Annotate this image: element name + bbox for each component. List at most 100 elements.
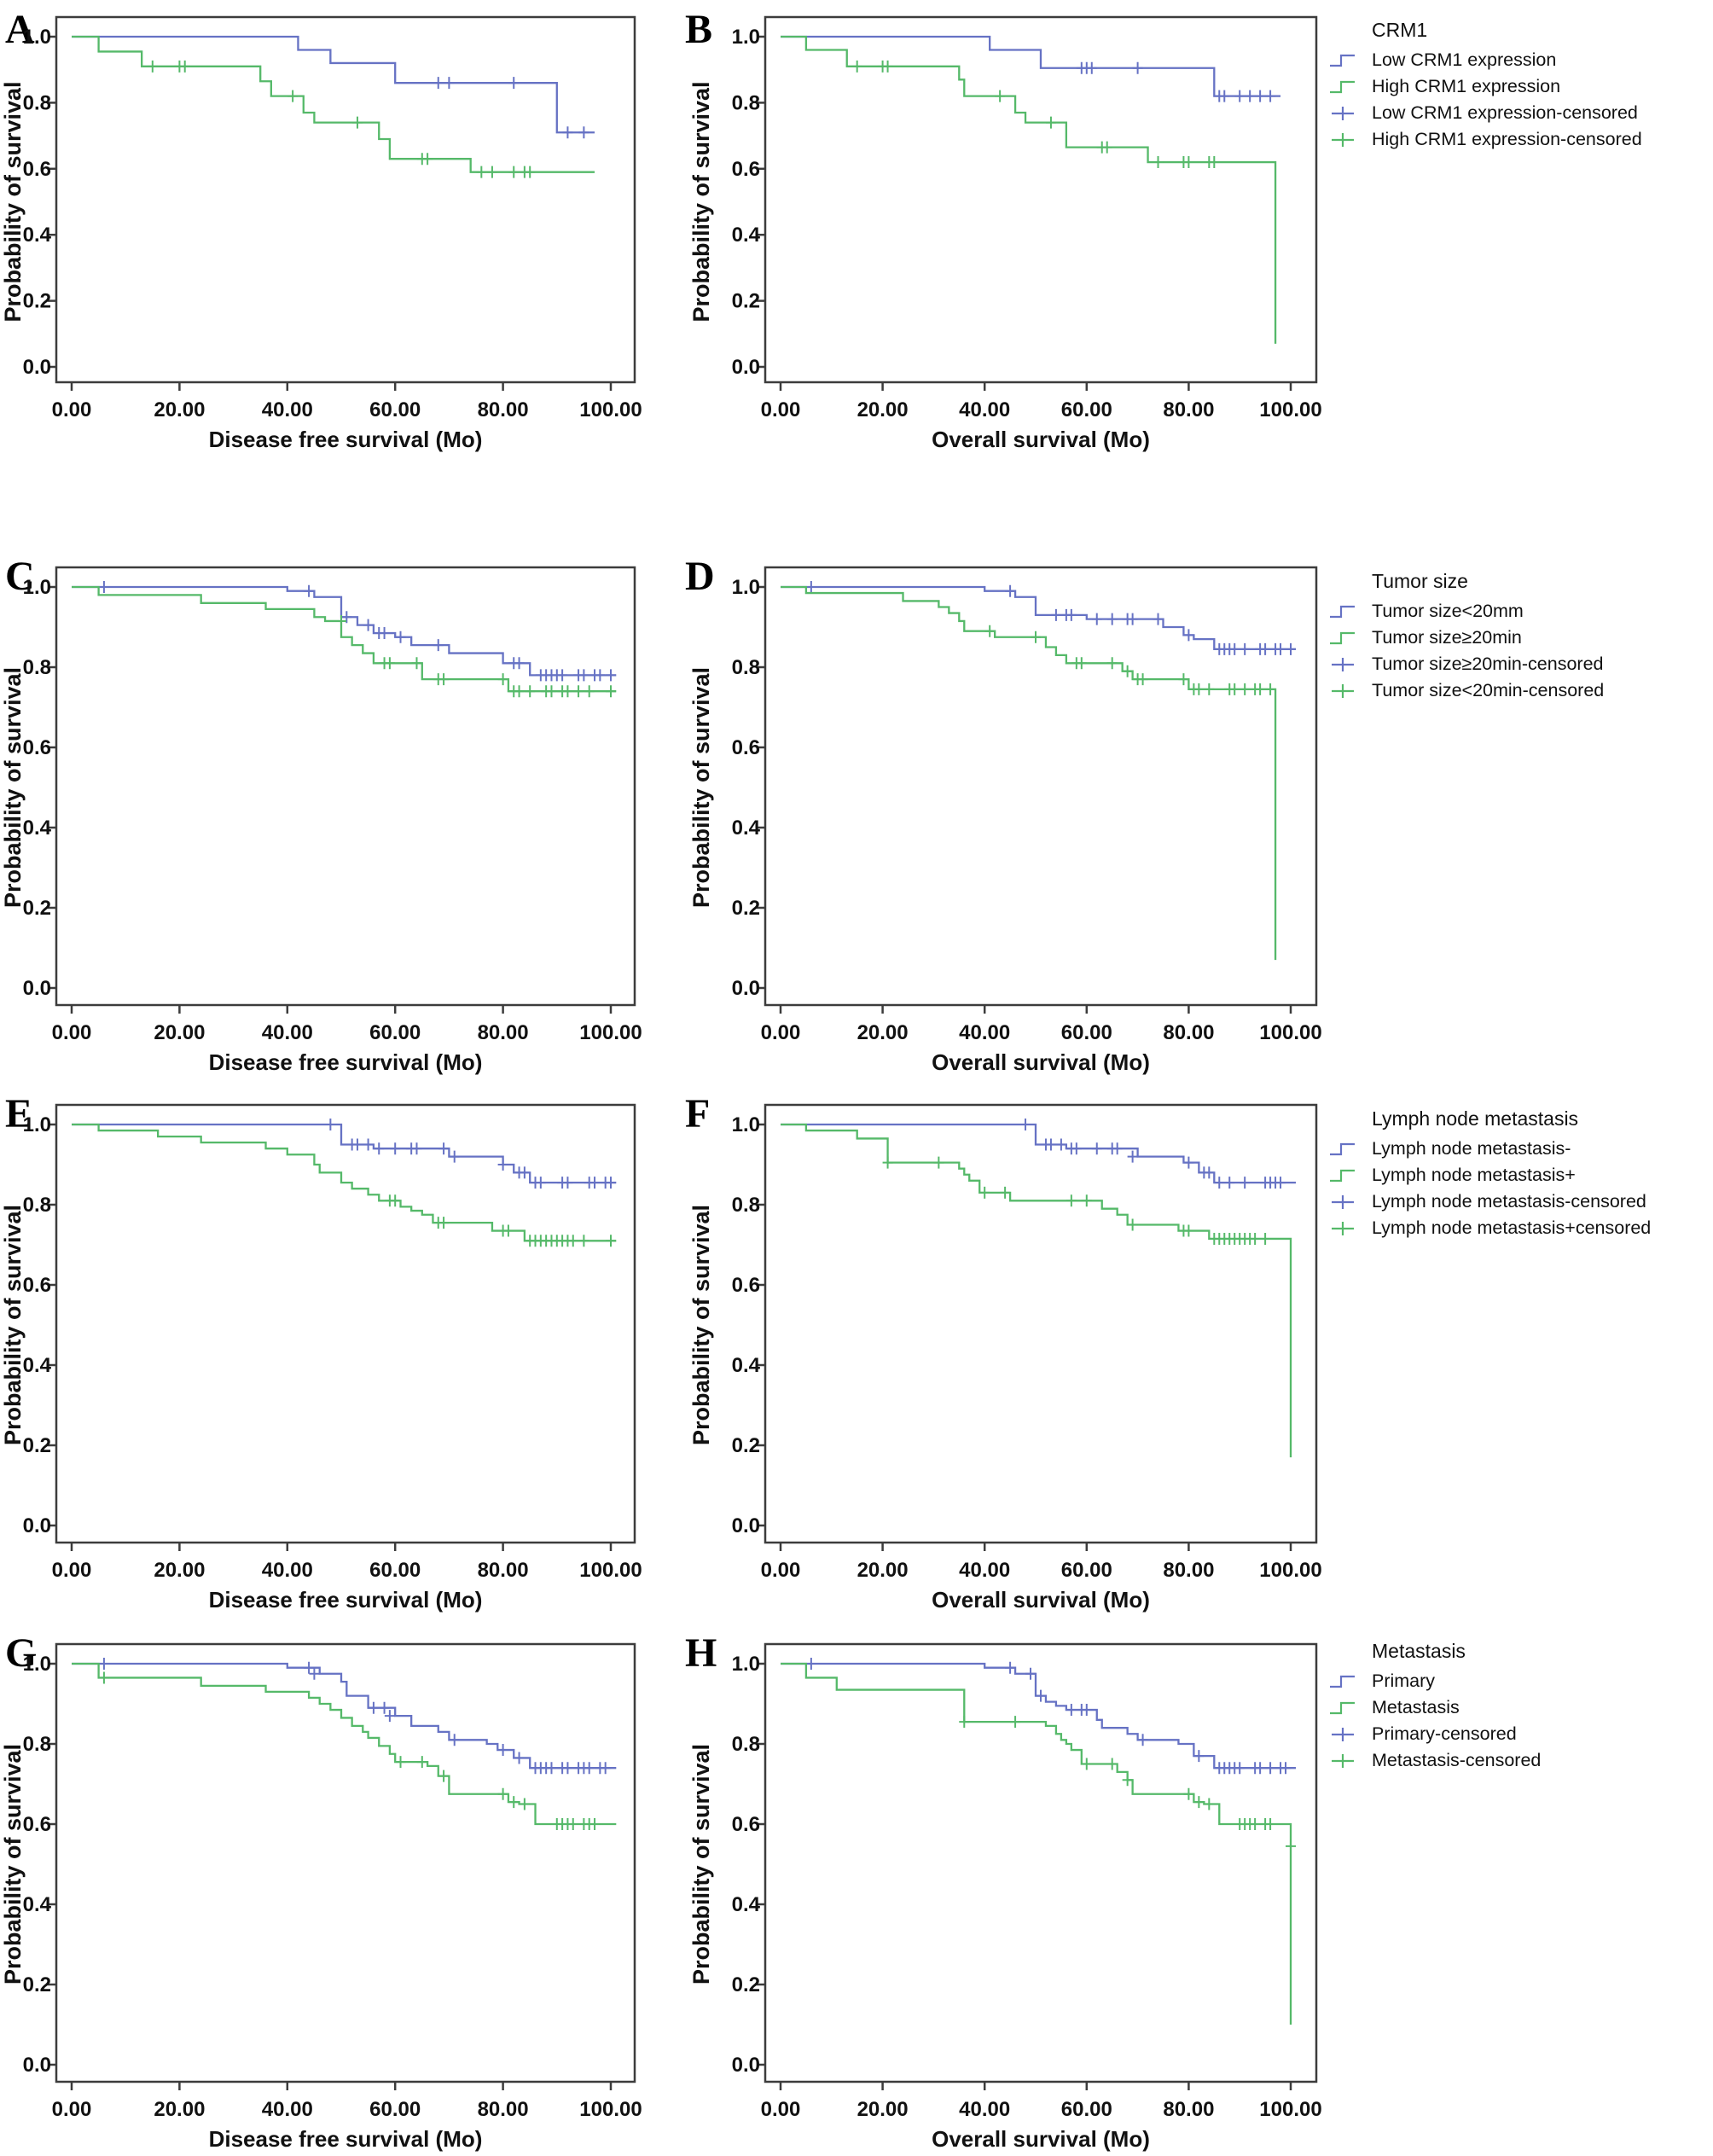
blue-censor-plus-icon — [1332, 657, 1354, 671]
y-tick-label: 0.0 — [23, 977, 51, 1000]
blue-censor-plus-icon — [1332, 1727, 1354, 1741]
legend-item: Primary — [1327, 1668, 1713, 1694]
censor-marks-green — [147, 60, 536, 178]
green-censor-plus-icon — [1332, 132, 1354, 147]
y-tick-label: 0.4 — [732, 816, 761, 840]
x-axis-title: Overall survival (Mo) — [932, 1587, 1150, 1613]
panel-letter: B — [685, 7, 712, 52]
x-tick-label: 100.00 — [1259, 1021, 1321, 1044]
survival-curve-green — [72, 585, 617, 693]
panel-h-chart: H 0.0 0.2 0.4 0.6 0.8 1.0 0.00 20.00 40.00 60.00 80… — [685, 1630, 1322, 2152]
x-tick-label: 60.00 — [369, 398, 421, 421]
legend-item: High CRM1 expression-censored — [1327, 126, 1713, 153]
legend-items: Low CRM1 expression High CRM1 expression L… — [1327, 47, 1713, 153]
censor-marks-green — [851, 60, 1220, 169]
x-tick-label: 100.00 — [1259, 398, 1321, 421]
x-tick-label: 0.00 — [52, 398, 92, 421]
panel-letter: D — [685, 554, 715, 599]
y-tick-label: 0.8 — [732, 656, 760, 679]
y-tick-label: 0.8 — [732, 1194, 760, 1217]
legend-item: Metastasis — [1327, 1694, 1713, 1721]
panel-f-chart: F 0.0 0.2 0.4 0.6 0.8 1.0 0.00 20.00 40.00 60.00 80… — [685, 1091, 1322, 1613]
y-axis: 0.0 0.2 0.4 0.6 0.8 1.0 — [23, 26, 56, 379]
x-tick-label: 20.00 — [857, 398, 909, 421]
y-tick-label: 0.0 — [732, 356, 760, 379]
plot-border — [764, 15, 1318, 384]
censor-marks-green — [336, 614, 616, 698]
green-step-line-icon — [1330, 1701, 1355, 1714]
x-tick-label: 80.00 — [478, 1021, 529, 1044]
y-axis: 0.0 0.2 0.4 0.6 0.8 1.0 — [732, 1113, 765, 1537]
x-tick-label: 0.00 — [761, 398, 801, 421]
x-tick-label: 100.00 — [579, 2098, 642, 2121]
x-axis-title: Overall survival (Mo) — [932, 1049, 1150, 1075]
green-censor-plus-icon — [1332, 683, 1354, 698]
blue-step-line-icon — [1330, 1675, 1355, 1688]
y-tick-label: 0.0 — [23, 1514, 51, 1537]
x-tick-label: 0.00 — [761, 1559, 801, 1582]
legend-item: Lymph node metastasis-censored — [1327, 1188, 1713, 1215]
legend-item-label: Tumor size<20min-censored — [1372, 680, 1605, 700]
y-tick-label: 0.6 — [23, 1813, 51, 1836]
survival-curve-green — [72, 1123, 617, 1242]
y-axis: 0.0 0.2 0.4 0.6 0.8 1.0 — [23, 1113, 56, 1537]
survival-curve-green — [781, 35, 1277, 344]
y-axis-title: Probability of survival — [688, 1205, 714, 1445]
y-tick-label: 0.4 — [23, 224, 52, 247]
censor-marks-blue — [98, 581, 616, 682]
x-tick-label: 20.00 — [857, 1559, 909, 1582]
y-tick-label: 0.0 — [732, 1514, 760, 1537]
y-tick-label: 0.8 — [732, 91, 760, 114]
y-tick-label: 0.8 — [23, 656, 51, 679]
survival-curve-blue — [72, 35, 595, 134]
censor-marks-blue — [805, 581, 1296, 655]
x-tick-label: 80.00 — [478, 398, 529, 421]
blue-step-line-icon — [1330, 54, 1355, 67]
y-axis-title: Probability of survival — [0, 81, 26, 322]
y-tick-label: 0.4 — [732, 1354, 761, 1377]
y-axis: 0.0 0.2 0.4 0.6 0.8 1.0 — [732, 26, 765, 379]
y-tick-label: 1.0 — [23, 1653, 51, 1676]
y-tick-label: 0.8 — [23, 91, 51, 114]
blue-censor-plus-icon — [1332, 1194, 1354, 1209]
y-tick-label: 1.0 — [732, 1653, 760, 1676]
x-tick-label: 40.00 — [262, 1559, 313, 1582]
x-axis-title: Overall survival (Mo) — [932, 427, 1150, 452]
survival-curve-green — [781, 585, 1277, 961]
panel-letter: G — [5, 1630, 37, 1676]
y-axis-title: Probability of survival — [0, 1205, 26, 1445]
y-tick-label: 0.2 — [732, 290, 760, 313]
y-tick-label: 0.8 — [23, 1733, 51, 1756]
y-tick-label: 1.0 — [23, 26, 51, 49]
censor-marks-green — [384, 1194, 616, 1247]
x-tick-label: 100.00 — [579, 1559, 642, 1582]
y-tick-label: 0.2 — [732, 1973, 760, 1996]
legend-lymph-node-metastasis: Lymph node metastasis Lymph node metasta… — [1327, 1107, 1713, 1241]
x-tick-label: 60.00 — [1061, 1021, 1112, 1044]
legend-item-label: Low CRM1 expression-censored — [1372, 102, 1638, 123]
panel-c-chart: C 0.0 0.2 0.4 0.6 0.8 1.0 0.00 20.00 40.00 60.00 80… — [0, 554, 642, 1075]
x-tick-label: 100.00 — [579, 398, 642, 421]
legend-title: Lymph node metastasis — [1372, 1107, 1579, 1130]
panel-a-chart: A 0.0 0.2 0.4 0.6 0.8 1.0 0.00 20.00 40.00 60.00 80… — [0, 7, 642, 452]
blue-step-line-icon — [1330, 1142, 1355, 1155]
x-tick-label: 80.00 — [478, 1559, 529, 1582]
x-axis-title: Disease free survival (Mo) — [209, 1049, 483, 1075]
censor-marks-green — [98, 1671, 601, 1830]
legend-item: Low CRM1 expression-censored — [1327, 100, 1713, 126]
legend-items: Lymph node metastasis- Lymph node metasta… — [1327, 1136, 1713, 1241]
survival-curve-blue — [781, 35, 1281, 97]
y-tick-label: 0.6 — [23, 736, 51, 759]
x-tick-label: 40.00 — [262, 1021, 313, 1044]
panel-b-chart: B 0.0 0.2 0.4 0.6 0.8 1.0 0.00 20.00 40.00 60.00 80… — [685, 7, 1322, 452]
survival-curve-green — [72, 1662, 617, 1826]
x-tick-label: 80.00 — [478, 2098, 529, 2121]
x-tick-label: 60.00 — [1061, 1559, 1112, 1582]
x-tick-label: 100.00 — [1259, 1559, 1321, 1582]
y-tick-label: 1.0 — [23, 1113, 51, 1136]
plot-border — [764, 566, 1318, 1007]
y-tick-label: 0.8 — [732, 1733, 760, 1756]
green-censor-plus-icon — [1332, 1221, 1354, 1235]
x-tick-label: 0.00 — [52, 2098, 92, 2121]
